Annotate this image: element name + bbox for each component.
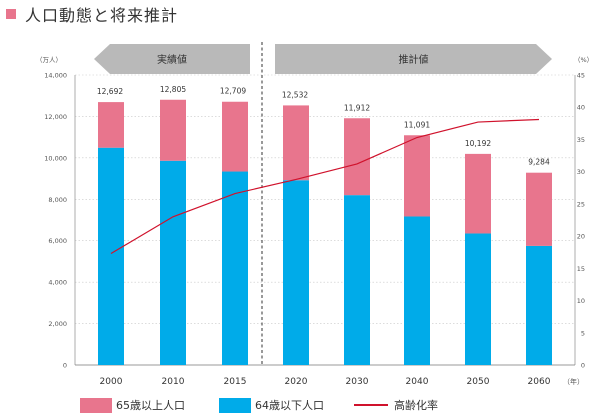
left-tick-label: 4,000	[48, 279, 67, 287]
population-chart: 0 2,000 4,000 6,000 8,000 10,000 12,000 14,000 0…	[36, 42, 592, 387]
right-tick-label: 5	[581, 329, 585, 337]
bar-working-2040	[404, 216, 430, 365]
x-tick-label-2010: 2010	[162, 377, 185, 387]
bar-working-2010	[160, 160, 186, 365]
aging-ratio-line	[110, 118, 540, 255]
bar-senior-2010	[160, 99, 186, 161]
total-label-2020: 12,532	[282, 90, 308, 99]
bar-working-2060	[526, 245, 552, 365]
forecast-period-arrow	[275, 44, 552, 74]
bar-senior-2000	[98, 102, 124, 148]
right-tick-label: 15	[577, 265, 585, 273]
total-label-2030: 11,912	[344, 103, 370, 112]
title-marker	[6, 9, 16, 19]
left-tick-label: 2,000	[48, 320, 67, 328]
legend-item-working: 64歳以下人口	[219, 396, 324, 414]
left-tick-label: 8,000	[48, 196, 67, 204]
right-axis-unit: （%）	[574, 56, 592, 64]
legend-item-senior: 65歳以上人口	[80, 396, 185, 414]
left-axis-unit: （万人）	[36, 56, 62, 64]
bar-working-2000	[98, 147, 124, 365]
right-tick-label: 20	[577, 233, 585, 241]
right-tick-label: 0	[581, 362, 585, 370]
left-tick-label: 12,000	[44, 113, 67, 121]
chart-title: 人口動態と将来推計	[25, 6, 179, 25]
bar-senior-2060	[526, 172, 552, 246]
legend-swatch-working	[219, 397, 251, 413]
total-label-2050: 10,192	[465, 139, 491, 148]
x-axis-unit: （年）	[563, 377, 584, 386]
right-tick-label: 30	[577, 168, 585, 176]
legend-label-ratio: 高齢化率	[394, 399, 438, 412]
x-tick-label-2000: 2000	[100, 377, 123, 387]
x-tick-label-2060: 2060	[528, 377, 551, 387]
x-tick-label-2020: 2020	[285, 377, 308, 387]
left-tick-label: 0	[63, 362, 67, 370]
bar-working-2015	[222, 171, 248, 365]
bar-senior-2040	[404, 135, 430, 217]
left-tick-label: 10,000	[44, 154, 67, 162]
legend-swatch-senior	[80, 397, 112, 413]
right-tick-label: 10	[577, 297, 585, 305]
legend-item-ratio: 高齢化率	[354, 396, 438, 414]
bar-working-2030	[344, 195, 370, 365]
left-tick-label: 6,000	[48, 237, 67, 245]
chart-title-block: 人口動態と将来推計	[6, 3, 178, 25]
bar-senior-2020	[283, 105, 309, 181]
left-tick-label: 14,000	[44, 72, 67, 80]
legend-swatch-ratio	[354, 404, 388, 406]
x-tick-label-2030: 2030	[346, 377, 369, 387]
bar-senior-2050	[465, 153, 491, 234]
actual-period-arrow	[94, 44, 250, 74]
legend-label-senior: 65歳以上人口	[116, 399, 185, 412]
right-tick-label: 35	[577, 136, 585, 144]
actual-period-label: 実績値	[157, 53, 187, 66]
total-label-2000: 12,692	[97, 87, 123, 96]
x-tick-label-2015: 2015	[224, 377, 247, 387]
bar-senior-2015	[222, 101, 248, 172]
bar-working-2020	[283, 180, 309, 365]
x-tick-label-2050: 2050	[467, 377, 490, 387]
right-tick-label: 45	[577, 72, 585, 80]
forecast-period-label: 推計値	[399, 53, 429, 66]
legend-label-working: 64歳以下人口	[255, 399, 324, 412]
right-tick-label: 25	[577, 200, 585, 208]
total-label-2060: 9,284	[528, 158, 550, 167]
total-label-2010: 12,805	[160, 85, 186, 94]
x-tick-label-2040: 2040	[406, 377, 429, 387]
right-tick-label: 40	[577, 104, 585, 112]
total-label-2040: 11,091	[404, 120, 430, 129]
total-label-2015: 12,709	[220, 87, 246, 96]
bar-working-2050	[465, 233, 491, 365]
bar-senior-2030	[344, 118, 370, 196]
